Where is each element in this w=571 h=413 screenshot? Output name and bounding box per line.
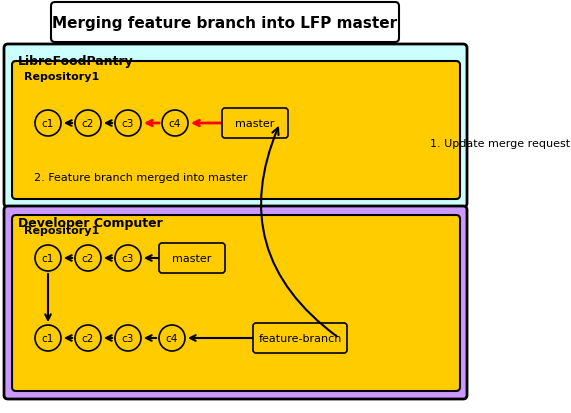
Text: Developer Computer: Developer Computer [18,217,163,230]
Circle shape [115,245,141,271]
Circle shape [75,325,101,351]
Text: c3: c3 [122,119,134,129]
FancyBboxPatch shape [51,3,399,43]
Circle shape [159,325,185,351]
Circle shape [115,325,141,351]
Text: c2: c2 [82,333,94,343]
Text: LibreFoodPantry: LibreFoodPantry [18,55,134,68]
Text: Repository1: Repository1 [24,225,99,235]
FancyBboxPatch shape [253,323,347,353]
Circle shape [75,245,101,271]
Text: feature-branch: feature-branch [258,333,341,343]
FancyBboxPatch shape [12,216,460,391]
Text: c4: c4 [166,333,178,343]
Text: 2. Feature branch merged into master: 2. Feature branch merged into master [34,173,247,183]
Circle shape [115,111,141,137]
Text: c2: c2 [82,119,94,129]
Text: Merging feature branch into LFP master: Merging feature branch into LFP master [53,15,397,31]
Text: master: master [235,119,275,129]
Text: master: master [172,254,212,263]
FancyBboxPatch shape [159,243,225,273]
FancyBboxPatch shape [4,45,467,207]
Circle shape [35,245,61,271]
Text: c4: c4 [169,119,181,129]
Text: c1: c1 [42,333,54,343]
FancyBboxPatch shape [12,62,460,199]
FancyBboxPatch shape [4,206,467,399]
Circle shape [162,111,188,137]
Circle shape [35,111,61,137]
Text: 1. Update merge request: 1. Update merge request [430,139,570,149]
Text: c1: c1 [42,254,54,263]
Circle shape [35,325,61,351]
Text: c1: c1 [42,119,54,129]
Text: c3: c3 [122,254,134,263]
Text: Repository1: Repository1 [24,72,99,82]
Text: c3: c3 [122,333,134,343]
Circle shape [75,111,101,137]
FancyBboxPatch shape [222,109,288,139]
Text: c2: c2 [82,254,94,263]
